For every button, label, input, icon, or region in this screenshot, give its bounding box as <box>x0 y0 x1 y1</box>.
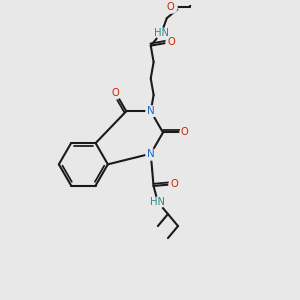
Text: HN: HN <box>150 197 165 207</box>
Text: N: N <box>147 106 154 116</box>
Text: HN: HN <box>154 28 169 38</box>
Text: N: N <box>147 149 154 159</box>
Text: O: O <box>167 2 175 12</box>
Text: O: O <box>170 179 178 189</box>
Text: O: O <box>181 128 188 137</box>
Text: O: O <box>112 88 119 98</box>
Text: O: O <box>167 37 175 47</box>
